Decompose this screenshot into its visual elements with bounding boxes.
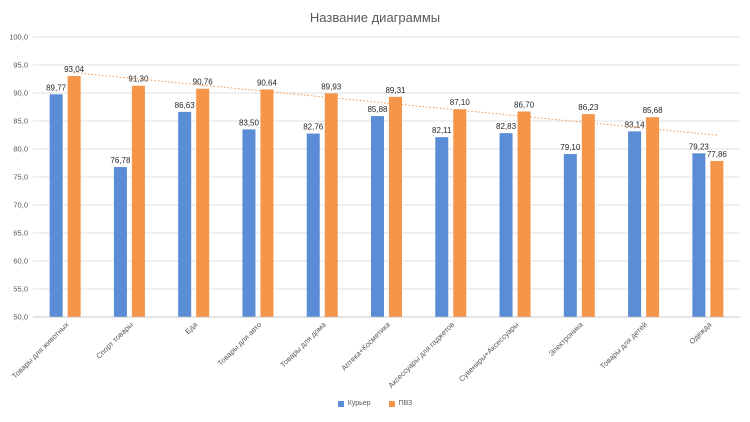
y-tick-label: 70,0: [13, 201, 28, 210]
bar-courier: [692, 153, 706, 317]
x-tick-label: Спорт товары: [94, 320, 135, 361]
legend: Курьер ПВЗ: [0, 400, 750, 407]
y-tick-label: 65,0: [13, 229, 28, 238]
data-label: 76,78: [110, 156, 131, 165]
legend-label-pickup: ПВЗ: [398, 400, 413, 407]
data-label: 89,93: [321, 82, 342, 91]
data-label: 93,04: [64, 65, 85, 74]
y-tick-label: 75,0: [13, 173, 28, 182]
bar-courier: [49, 94, 63, 318]
bar-pickup: [710, 160, 724, 317]
y-tick-label: 100,0: [9, 33, 28, 42]
trendline: [74, 72, 717, 136]
x-tick-label: Аксессуары для гаджетов: [386, 320, 456, 390]
bar-pickup: [581, 114, 595, 317]
legend-item-pickup: ПВЗ: [388, 400, 413, 407]
data-label: 89,77: [46, 83, 67, 92]
data-label: 85,68: [643, 106, 664, 115]
bar-pickup: [517, 111, 531, 317]
data-label: 86,70: [514, 100, 535, 109]
x-tick-label: Еда: [183, 319, 200, 336]
data-label: 82,11: [432, 126, 452, 135]
bar-pickup: [131, 85, 145, 317]
legend-item-courier: Курьер: [337, 400, 371, 407]
x-tick-label: Товары для животных: [10, 320, 71, 381]
legend-swatch-courier: [337, 400, 344, 407]
bar-courier: [113, 167, 127, 317]
legend-label-courier: Курьер: [347, 400, 371, 407]
x-tick-label: Товары для дома: [278, 319, 328, 369]
y-tick-label: 60,0: [13, 257, 28, 266]
bar-courier: [628, 131, 642, 317]
data-label: 90,64: [257, 78, 278, 87]
y-tick-label: 55,0: [13, 285, 28, 294]
bar-pickup: [260, 89, 274, 317]
bar-courier: [371, 116, 384, 318]
data-label: 82,76: [303, 123, 324, 132]
bar-pickup: [389, 96, 402, 317]
x-tick-label: Аптека+Косметика: [339, 319, 392, 372]
data-label: 91,30: [128, 75, 149, 84]
x-tick-label: Одежда: [687, 319, 714, 346]
data-label: 82,83: [496, 122, 517, 131]
x-tick-label: Товары для детей: [598, 320, 649, 371]
bar-pickup: [67, 75, 81, 317]
data-label: 77,86: [707, 150, 728, 159]
data-label: 86,63: [175, 101, 196, 110]
data-label: 86,23: [578, 103, 599, 112]
x-tick-label: Сувениры+Аксессуары: [457, 320, 520, 383]
bar-pickup: [453, 109, 467, 318]
bar-courier: [563, 154, 577, 317]
data-label: 83,14: [625, 120, 646, 129]
bar-courier: [435, 137, 449, 317]
data-label: 83,50: [239, 118, 260, 127]
data-label: 90,76: [193, 78, 214, 87]
data-label: 79,23: [689, 142, 710, 151]
y-tick-label: 90,0: [13, 89, 28, 98]
y-tick-label: 80,0: [13, 145, 28, 154]
x-tick-label: Товары для авто: [216, 320, 264, 368]
data-label: 89,31: [385, 86, 406, 95]
bar-pickup: [324, 93, 338, 317]
y-tick-label: 50,0: [13, 313, 28, 322]
bar-pickup: [196, 88, 210, 317]
y-tick-label: 85,0: [13, 117, 28, 126]
bar-courier: [499, 133, 513, 317]
bar-courier: [178, 111, 192, 317]
data-label: 79,10: [560, 143, 581, 152]
bar-pickup: [646, 117, 660, 317]
data-label: 87,10: [450, 98, 471, 107]
data-label: 85,88: [367, 105, 388, 114]
bar-courier: [242, 129, 256, 317]
x-tick-label: Электроника: [547, 319, 586, 358]
legend-swatch-pickup: [388, 400, 395, 407]
bar-courier: [306, 133, 320, 317]
chart-title: Название диаграммы: [309, 10, 441, 25]
y-tick-label: 95,0: [13, 61, 28, 70]
